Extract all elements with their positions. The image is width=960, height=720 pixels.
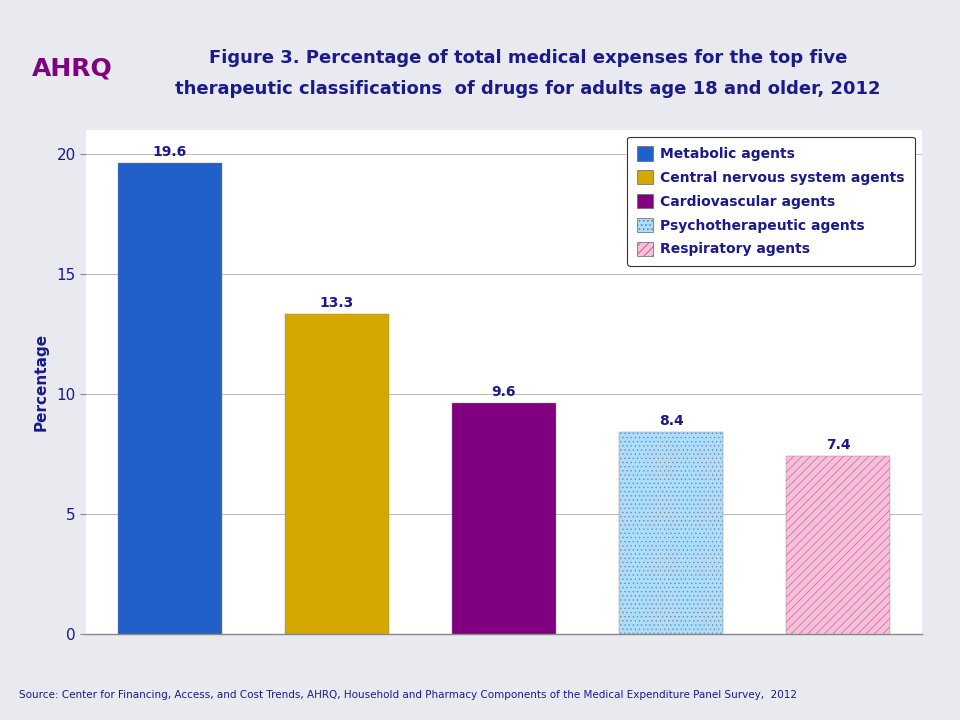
Bar (619, 432, 723, 634)
Bar (285, 315, 389, 634)
Text: 7.4: 7.4 (826, 438, 851, 451)
Bar (786, 456, 890, 634)
Bar (118, 163, 222, 634)
Text: 8.4: 8.4 (659, 414, 684, 428)
Text: therapeutic classifications  of drugs for adults age 18 and older, 2012: therapeutic classifications of drugs for… (176, 79, 880, 97)
Text: Source: Center for Financing, Access, and Cost Trends, AHRQ, Household and Pharm: Source: Center for Financing, Access, an… (19, 690, 797, 700)
Text: 9.6: 9.6 (492, 385, 516, 399)
Legend: Metabolic agents, Central nervous system agents, Cardiovascular agents, Psychoth: Metabolic agents, Central nervous system… (627, 137, 915, 266)
Text: AHRQ: AHRQ (32, 56, 112, 80)
Text: 13.3: 13.3 (320, 296, 354, 310)
Y-axis label: Percentage: Percentage (34, 333, 48, 431)
Text: Figure 3. Percentage of total medical expenses for the top five: Figure 3. Percentage of total medical ex… (209, 49, 847, 67)
Bar (452, 403, 556, 634)
Text: 19.6: 19.6 (153, 145, 187, 159)
